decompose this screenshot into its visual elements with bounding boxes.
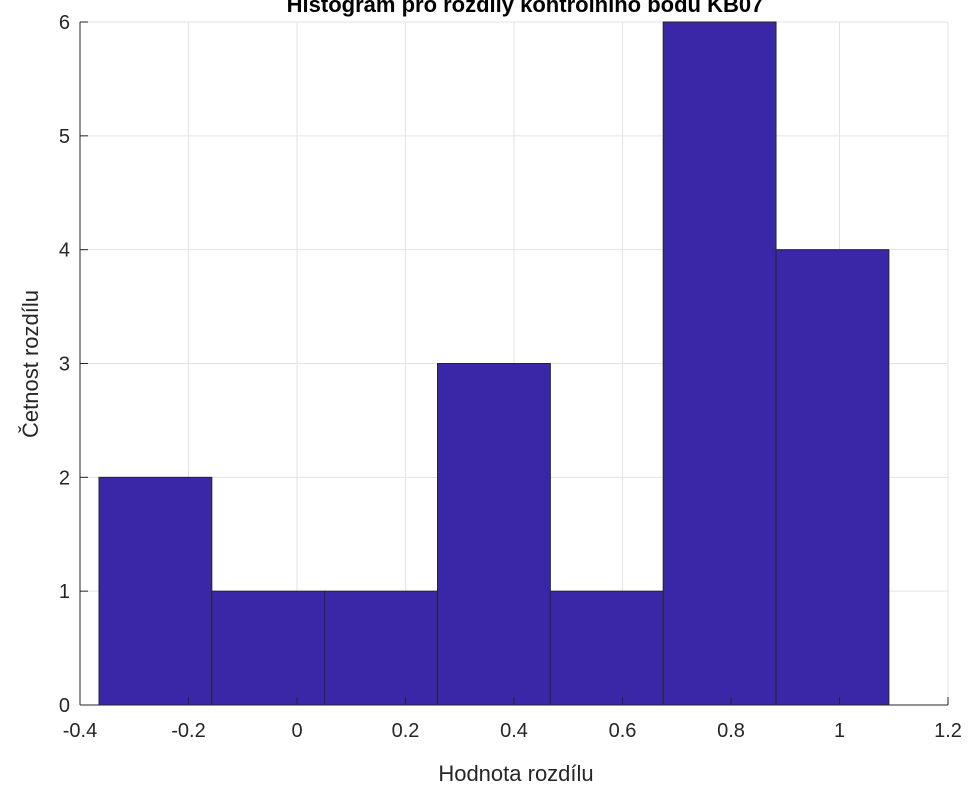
y-tick-label: 0 bbox=[59, 695, 70, 717]
histogram-bar bbox=[549, 590, 664, 706]
x-tick-label: 1.2 bbox=[934, 720, 962, 742]
y-tick-label: 2 bbox=[59, 467, 70, 489]
x-tick-label: -0.2 bbox=[171, 720, 205, 742]
x-tick-label: -0.4 bbox=[63, 720, 97, 742]
histogram-bar bbox=[324, 590, 439, 706]
chart-title: Histogram pro rozdíly kontrolního bodu K… bbox=[287, 0, 764, 17]
histogram-bar bbox=[98, 476, 213, 706]
y-tick-label: 1 bbox=[59, 581, 70, 603]
x-axis-label: Hodnota rozdílu bbox=[438, 761, 593, 786]
x-tick-label: 0 bbox=[291, 720, 302, 742]
axes bbox=[79, 21, 949, 706]
x-tick-label: 0.4 bbox=[500, 720, 528, 742]
y-axis-label: Četnost rozdílu bbox=[18, 290, 43, 438]
y-tick-label: 3 bbox=[59, 354, 70, 376]
histogram-bars bbox=[98, 21, 890, 706]
histogram-bar bbox=[211, 590, 326, 706]
x-tick-label: 1 bbox=[834, 720, 845, 742]
x-tick-label: 0.6 bbox=[609, 720, 637, 742]
histogram-bar bbox=[662, 21, 777, 706]
x-tick-label: 0.8 bbox=[717, 720, 745, 742]
y-tick-label: 5 bbox=[59, 126, 70, 148]
x-tick-labels: -0.4 -0.2 0 0.2 0.4 0.6 0.8 1 1.2 bbox=[63, 720, 962, 742]
x-tick-label: 0.2 bbox=[392, 720, 420, 742]
histogram-bar bbox=[775, 249, 890, 706]
y-tick-labels: 0 1 2 3 4 5 6 bbox=[59, 12, 70, 717]
histogram-bar bbox=[437, 363, 551, 706]
y-tick-label: 4 bbox=[59, 240, 70, 262]
y-tick-label: 6 bbox=[59, 12, 70, 34]
